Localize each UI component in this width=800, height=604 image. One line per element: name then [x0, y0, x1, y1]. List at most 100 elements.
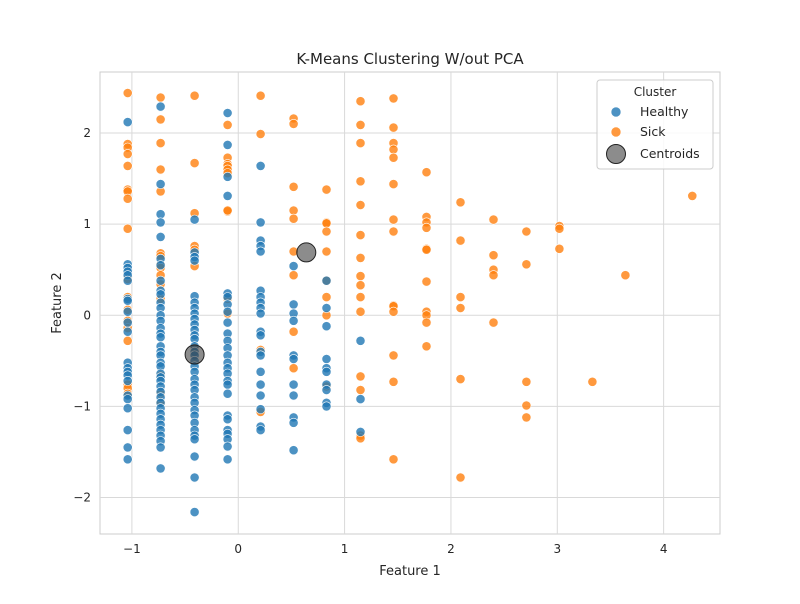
healthy-point: [122, 425, 133, 435]
healthy-point: [255, 246, 266, 257]
healthy-point: [189, 214, 200, 225]
legend: Cluster Healthy Sick Centroids: [596, 79, 714, 170]
sick-point: [222, 120, 233, 130]
centroid-point: [296, 242, 317, 263]
sick-point: [521, 412, 532, 423]
healthy-point: [155, 260, 166, 271]
sick-point: [355, 280, 366, 291]
healthy-point: [255, 366, 266, 377]
sick-point: [288, 119, 299, 129]
healthy-point: [222, 441, 233, 452]
x-tick-label: 3: [553, 542, 561, 556]
sick-point: [488, 317, 499, 328]
sick-point: [321, 292, 332, 302]
healthy-point: [255, 330, 266, 341]
sick-point: [488, 214, 499, 225]
sick-point: [288, 363, 299, 374]
sick-point: [155, 164, 166, 175]
healthy-point: [155, 275, 166, 286]
healthy-point: [155, 101, 166, 112]
healthy-point: [255, 404, 266, 415]
sick-point: [222, 205, 233, 216]
healthy-point: [255, 160, 266, 171]
sick-point: [587, 376, 598, 387]
x-tick-label: 2: [447, 542, 455, 556]
legend-label-centroids: Centroids: [640, 146, 700, 161]
healthy-point: [122, 454, 133, 465]
healthy-point: [288, 299, 299, 310]
sick-point: [355, 292, 366, 302]
healthy-point: [222, 306, 233, 317]
sick-point: [521, 259, 532, 270]
sick-point: [288, 205, 299, 216]
sick-point: [455, 472, 466, 483]
sick-point: [388, 226, 399, 237]
healthy-point: [321, 321, 332, 332]
healthy-point: [288, 261, 299, 271]
sick-point: [321, 218, 332, 229]
sick-point: [620, 270, 631, 281]
legend-label-healthy: Healthy: [640, 104, 689, 119]
healthy-point: [189, 507, 200, 517]
sick-point: [388, 122, 399, 133]
sick-point: [388, 350, 399, 361]
sick-point: [122, 193, 133, 204]
sick-point: [421, 276, 432, 287]
healthy-point: [155, 209, 166, 220]
sick-point: [455, 292, 466, 302]
healthy-point: [321, 303, 332, 313]
y-tick-label: 0: [83, 308, 91, 322]
sick-point: [155, 138, 166, 148]
healthy-point: [222, 379, 233, 390]
x-axis-label: Feature 1: [379, 564, 441, 579]
healthy-point: [355, 426, 366, 437]
sick-point: [455, 303, 466, 313]
sick-point: [355, 271, 366, 281]
healthy-point: [255, 350, 266, 361]
sick-point: [421, 244, 432, 255]
sick-point: [355, 306, 366, 317]
y-tick-label: 2: [83, 126, 91, 140]
sick-point: [355, 371, 366, 382]
healthy-point: [288, 354, 299, 364]
sick-point: [355, 138, 366, 148]
legend-marker-sick: [610, 126, 622, 138]
sick-point: [155, 114, 166, 125]
sick-point: [388, 306, 399, 317]
sick-point: [321, 246, 332, 257]
sick-point: [122, 149, 133, 159]
legend-label-sick: Sick: [640, 124, 666, 139]
sick-point: [355, 176, 366, 187]
sick-point: [388, 214, 399, 225]
sick-point: [388, 152, 399, 163]
sick-point: [521, 226, 532, 237]
healthy-point: [321, 366, 332, 377]
sick-point: [355, 230, 366, 240]
sick-point: [488, 250, 499, 261]
healthy-point: [255, 425, 266, 435]
sick-point: [521, 400, 532, 411]
healthy-point: [321, 275, 332, 286]
healthy-point: [222, 139, 233, 150]
healthy-point: [155, 231, 166, 242]
sick-point: [388, 454, 399, 465]
healthy-point: [122, 403, 133, 414]
healthy-point: [288, 379, 299, 390]
healthy-point: [155, 442, 166, 453]
sick-point: [355, 120, 366, 130]
healthy-point: [122, 306, 133, 317]
sick-point: [521, 376, 532, 387]
sick-point: [321, 226, 332, 237]
legend-box: [596, 79, 714, 170]
sick-point: [388, 93, 399, 104]
sick-point: [355, 385, 366, 395]
healthy-point: [222, 108, 233, 118]
data-points: [122, 88, 698, 517]
healthy-point: [189, 255, 200, 266]
legend-marker-healthy: [610, 106, 622, 118]
sick-point: [554, 243, 565, 254]
healthy-point: [321, 401, 332, 412]
healthy-point: [255, 390, 266, 401]
healthy-point: [321, 385, 332, 395]
healthy-point: [288, 315, 299, 326]
